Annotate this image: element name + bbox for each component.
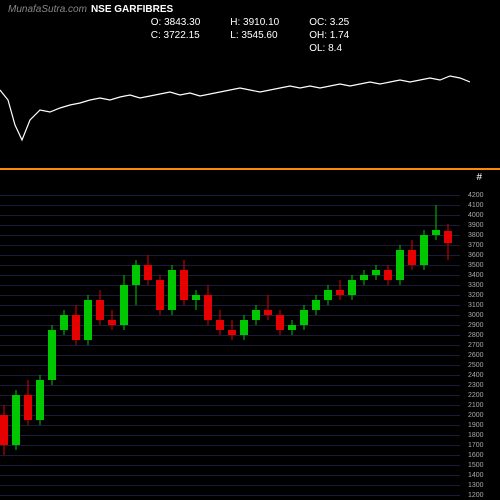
y-axis-label: 2700 [468, 342, 484, 349]
panel-divider [0, 168, 500, 170]
grid-line [0, 285, 460, 286]
y-axis-label: 2400 [468, 372, 484, 379]
y-axis-label: 2200 [468, 392, 484, 399]
y-axis-label: 2300 [468, 382, 484, 389]
grid-line [0, 395, 460, 396]
grid-line [0, 385, 460, 386]
hash-mark: # [476, 172, 482, 183]
y-axis-label: 4100 [468, 202, 484, 209]
grid-line [0, 435, 460, 436]
grid-line [0, 465, 460, 466]
y-axis-label: 3400 [468, 272, 484, 279]
y-axis-label: 3700 [468, 242, 484, 249]
grid-line [0, 355, 460, 356]
y-axis-label: 3800 [468, 232, 484, 239]
grid-line [0, 195, 460, 196]
symbol-text: NSE GARFIBRES [91, 4, 173, 15]
y-axis-label: 1200 [468, 492, 484, 499]
grid-line [0, 495, 460, 496]
grid-line [0, 375, 460, 376]
grid-line [0, 305, 460, 306]
y-axis-label: 2500 [468, 362, 484, 369]
grid-line [0, 425, 460, 426]
grid-line [0, 405, 460, 406]
y-axis-label: 1500 [468, 462, 484, 469]
y-axis-label: 4200 [468, 192, 484, 199]
grid-line [0, 335, 460, 336]
grid-line [0, 295, 460, 296]
y-axis-label: 1800 [468, 432, 484, 439]
y-axis-label: 2100 [468, 402, 484, 409]
grid-line [0, 225, 460, 226]
grid-line [0, 315, 460, 316]
grid-line [0, 455, 460, 456]
y-axis-label: 3900 [468, 222, 484, 229]
grid-line [0, 345, 460, 346]
grid-line [0, 445, 460, 446]
y-axis-label: 2900 [468, 322, 484, 329]
grid-line [0, 255, 460, 256]
oc-value: OC: 3.25 [309, 17, 349, 28]
y-axis-label: 3200 [468, 292, 484, 299]
y-axis-label: 4000 [468, 212, 484, 219]
watermark-text: MunafaSutra.com [8, 4, 87, 15]
y-axis-label: 3500 [468, 262, 484, 269]
grid-line [0, 245, 460, 246]
grid-line [0, 415, 460, 416]
y-axis-label: 1900 [468, 422, 484, 429]
grid-line [0, 485, 460, 486]
y-axis-label: 1600 [468, 452, 484, 459]
grid-line [0, 205, 460, 206]
y-axis-label: 1400 [468, 472, 484, 479]
open-value: O: 3843.30 [151, 17, 201, 28]
y-axis-label: 3100 [468, 302, 484, 309]
y-axis-label: 3000 [468, 312, 484, 319]
y-axis-label: 2800 [468, 332, 484, 339]
grid-line [0, 235, 460, 236]
grid-line [0, 215, 460, 216]
grid-line [0, 325, 460, 326]
y-axis-label: 1300 [468, 482, 484, 489]
y-axis-label: 1700 [468, 442, 484, 449]
high-value: H: 3910.10 [230, 17, 279, 28]
y-axis-label: 3600 [468, 252, 484, 259]
y-axis-label: 2000 [468, 412, 484, 419]
grid-line [0, 475, 460, 476]
candlestick-chart [0, 195, 460, 495]
grid-line [0, 265, 460, 266]
y-axis: 4200 4100 4000 3900 3800 3700 3600 3500 3400 3300… [468, 195, 498, 495]
line-chart [0, 30, 470, 165]
y-axis-label: 2600 [468, 352, 484, 359]
y-axis-label: 3300 [468, 282, 484, 289]
grid-line [0, 365, 460, 366]
